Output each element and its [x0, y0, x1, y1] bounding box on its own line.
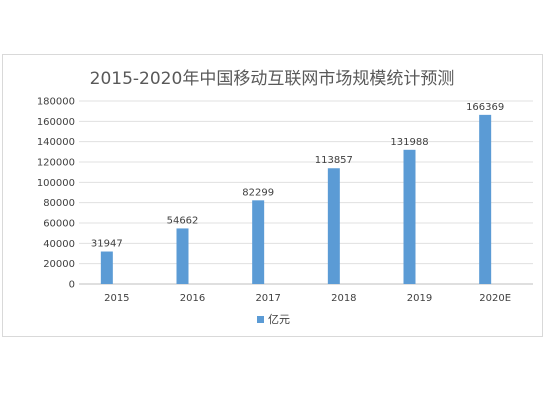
data-label-2018: 113857: [315, 155, 353, 166]
y-tick-label: 120000: [37, 158, 75, 169]
data-label-2020E: 166369: [466, 102, 504, 113]
x-tick-label: 2016: [180, 293, 205, 304]
y-tick-label: 60000: [43, 219, 75, 230]
x-tick-label: 2018: [331, 293, 356, 304]
y-tick-label: 140000: [37, 137, 75, 148]
y-axis: 0 20000 40000 60000 80000 100000 120000 140000 1…: [37, 97, 75, 291]
chart-svg: 2015-2020年中国移动互联网市场规模统计预测 0 20000 40000 600…: [37, 69, 533, 326]
legend: 亿元: [257, 313, 290, 326]
data-label-2019: 131988: [390, 137, 428, 148]
y-tick-label: 0: [69, 280, 75, 291]
x-tick-label: 2020E: [479, 293, 511, 304]
y-tick-label: 160000: [37, 117, 75, 128]
x-axis: 2015 2016 2017 2018 2019 2020E: [104, 293, 511, 304]
chart-frame: 2015-2020年中国移动互联网市场规模统计预测 0 20000 40000 600…: [2, 54, 543, 337]
chart-title: 2015-2020年中国移动互联网市场规模统计预测: [90, 69, 455, 89]
data-label-2017: 82299: [242, 187, 274, 198]
y-tick-label: 180000: [37, 97, 75, 108]
data-labels: 31947 54662 82299 113857 131988 166369: [91, 102, 504, 250]
bar-2019: [403, 149, 416, 284]
y-tick-label: 20000: [43, 259, 75, 270]
x-tick-label: 2015: [104, 293, 129, 304]
legend-label: 亿元: [268, 313, 290, 326]
y-tick-label: 80000: [43, 198, 75, 209]
bar-2015: [100, 251, 113, 284]
bars: [100, 114, 492, 284]
x-tick-label: 2017: [255, 293, 280, 304]
y-tick-label: 100000: [37, 178, 75, 189]
y-tick-label: 40000: [43, 239, 75, 250]
data-label-2015: 31947: [91, 239, 123, 250]
legend-swatch: [257, 316, 264, 323]
data-label-2016: 54662: [167, 215, 199, 226]
x-tick-label: 2019: [407, 293, 432, 304]
bar-2016: [176, 228, 189, 284]
bar-2017: [252, 200, 265, 284]
gridlines: [79, 100, 533, 285]
bar-2020E: [479, 114, 492, 284]
bar-2018: [327, 168, 340, 284]
